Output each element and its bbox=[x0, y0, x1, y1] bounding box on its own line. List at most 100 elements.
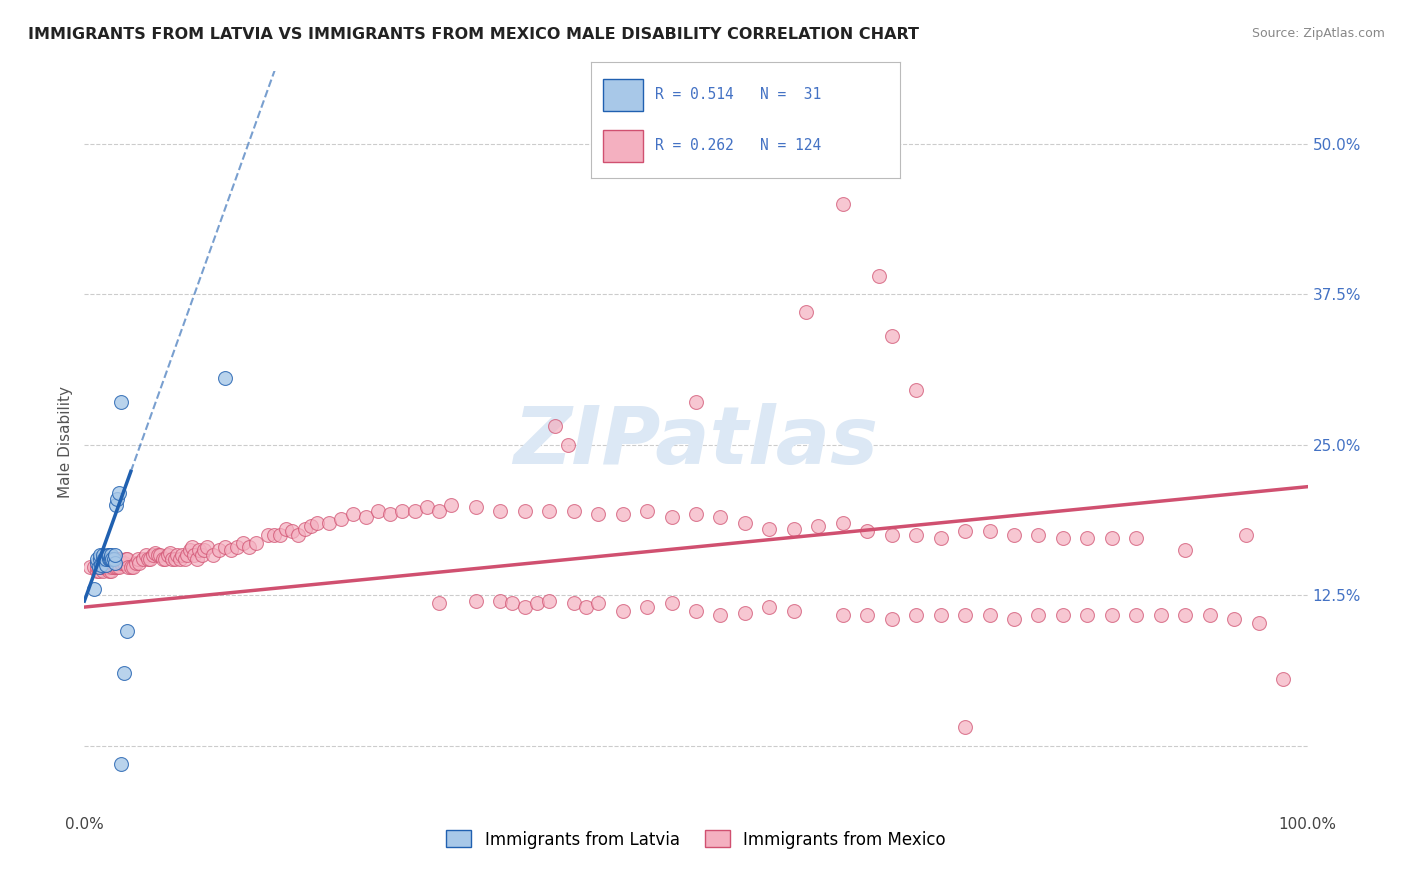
Point bbox=[734, 606, 756, 620]
Point bbox=[342, 508, 364, 522]
Point bbox=[89, 552, 111, 566]
Point bbox=[464, 500, 486, 515]
Point bbox=[110, 395, 132, 409]
Point bbox=[135, 549, 157, 563]
Point bbox=[1002, 612, 1025, 626]
Point bbox=[979, 608, 1001, 623]
Point bbox=[97, 549, 120, 563]
Point bbox=[1052, 608, 1074, 623]
Point bbox=[575, 600, 598, 615]
Point bbox=[513, 600, 536, 615]
Point bbox=[91, 560, 114, 574]
Point bbox=[91, 552, 114, 566]
Point bbox=[880, 528, 903, 542]
Point bbox=[105, 560, 128, 574]
Point bbox=[953, 721, 976, 735]
Point bbox=[94, 560, 117, 574]
Point bbox=[90, 560, 112, 574]
Point bbox=[287, 528, 309, 542]
Point bbox=[127, 552, 149, 566]
Point bbox=[562, 504, 585, 518]
Point bbox=[661, 509, 683, 524]
Point bbox=[96, 552, 118, 566]
Point bbox=[1272, 673, 1295, 687]
Point bbox=[91, 564, 114, 578]
Point bbox=[96, 558, 118, 572]
Point bbox=[193, 543, 215, 558]
Point bbox=[120, 560, 142, 574]
Point bbox=[87, 560, 110, 574]
Point bbox=[1174, 608, 1197, 623]
Point bbox=[1076, 608, 1098, 623]
Point bbox=[115, 552, 138, 566]
Point bbox=[83, 560, 105, 574]
Point bbox=[86, 556, 108, 570]
Point bbox=[107, 552, 129, 566]
Point bbox=[685, 395, 707, 409]
Point bbox=[856, 524, 879, 539]
Point bbox=[294, 522, 316, 536]
Point bbox=[100, 564, 122, 578]
Point bbox=[685, 604, 707, 618]
Point bbox=[758, 522, 780, 536]
Point bbox=[98, 560, 121, 574]
Point bbox=[105, 552, 128, 566]
Point bbox=[440, 498, 463, 512]
Text: R = 0.514   N =  31: R = 0.514 N = 31 bbox=[655, 87, 821, 103]
Point bbox=[538, 594, 561, 608]
Point bbox=[104, 556, 127, 570]
Point bbox=[107, 485, 129, 500]
Point bbox=[110, 756, 132, 771]
Point bbox=[87, 564, 110, 578]
Point bbox=[93, 560, 115, 574]
Point bbox=[1101, 608, 1123, 623]
Point bbox=[305, 516, 328, 530]
Point bbox=[97, 560, 120, 574]
Point bbox=[1052, 532, 1074, 546]
Point bbox=[219, 543, 242, 558]
Point bbox=[208, 543, 231, 558]
Point bbox=[125, 556, 148, 570]
Point bbox=[110, 556, 132, 570]
Point bbox=[122, 560, 145, 574]
Point bbox=[489, 594, 512, 608]
Point bbox=[201, 549, 224, 563]
Point bbox=[427, 504, 450, 518]
Point bbox=[1002, 528, 1025, 542]
Point bbox=[100, 552, 122, 566]
Point bbox=[807, 519, 830, 533]
Y-axis label: Male Disability: Male Disability bbox=[58, 385, 73, 498]
Point bbox=[238, 540, 260, 554]
Point bbox=[105, 498, 128, 512]
Point bbox=[880, 612, 903, 626]
Point bbox=[186, 552, 208, 566]
Point bbox=[489, 504, 512, 518]
Point bbox=[709, 608, 731, 623]
Point bbox=[880, 329, 903, 343]
Point bbox=[181, 540, 204, 554]
Point bbox=[176, 549, 198, 563]
Point bbox=[794, 305, 817, 319]
Point bbox=[89, 549, 111, 563]
Point bbox=[169, 552, 191, 566]
Point bbox=[245, 536, 267, 550]
Point bbox=[112, 556, 135, 570]
Point bbox=[100, 556, 122, 570]
Point bbox=[513, 504, 536, 518]
Point bbox=[354, 509, 377, 524]
Point bbox=[172, 549, 194, 563]
Point bbox=[103, 552, 125, 566]
Point bbox=[101, 560, 124, 574]
Bar bbox=[603, 129, 643, 162]
Point bbox=[636, 504, 658, 518]
Point bbox=[869, 268, 891, 283]
Text: ZIPatlas: ZIPatlas bbox=[513, 402, 879, 481]
Point bbox=[179, 543, 201, 558]
Point bbox=[104, 560, 127, 574]
Point bbox=[132, 552, 155, 566]
Point bbox=[929, 608, 952, 623]
Point bbox=[953, 608, 976, 623]
Point bbox=[142, 549, 165, 563]
Point bbox=[257, 528, 280, 542]
Point bbox=[979, 524, 1001, 539]
